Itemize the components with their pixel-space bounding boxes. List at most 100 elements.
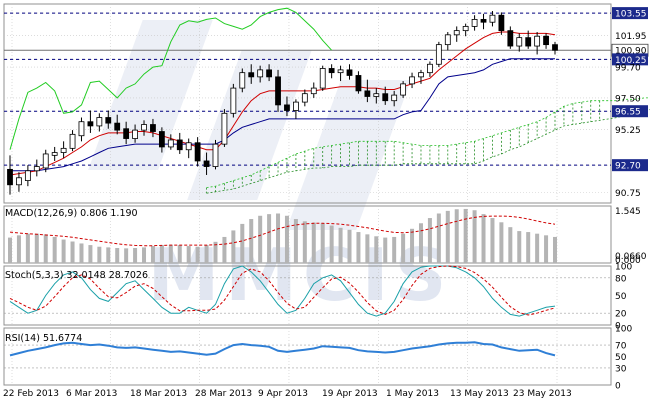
candle-body — [293, 101, 299, 111]
macd-histogram-bar — [267, 214, 272, 263]
candle-body — [150, 124, 156, 132]
macd-histogram-bar — [16, 235, 21, 263]
candle-body — [60, 147, 67, 153]
price-tick-label: 101.95 — [615, 32, 647, 42]
panel-frame-rsi — [3, 327, 612, 386]
panel-frames — [3, 3, 612, 386]
candle-body — [453, 30, 460, 36]
macd-histogram-bar — [34, 233, 39, 263]
macd-panel — [8, 208, 557, 263]
chikou-span — [9, 7, 332, 150]
senkou-span-a — [206, 97, 650, 188]
candle-body — [525, 37, 532, 47]
candle-body — [158, 131, 165, 148]
date-tick-label: 19 Apr 2013 — [322, 389, 378, 399]
macd-histogram-bar — [70, 241, 75, 263]
senkou-span-b — [206, 109, 650, 194]
candle-body — [239, 72, 246, 89]
macd-histogram-bar — [311, 222, 316, 263]
candle-body — [382, 93, 389, 102]
candle-body — [248, 72, 255, 78]
macd-histogram-bar — [338, 227, 343, 263]
macd-histogram-bar — [124, 248, 129, 263]
macd-histogram-bar — [43, 234, 48, 263]
stoch-tick-label: 20 — [615, 310, 627, 320]
macd-histogram-bar — [133, 248, 138, 263]
candle-body — [221, 112, 228, 145]
price-tick-label: 103.55 — [615, 10, 647, 20]
macd-histogram-bar — [320, 223, 325, 263]
watermark-bar — [88, 20, 213, 170]
rsi-tick-label: 0 — [615, 382, 621, 392]
date-tick-label: 9 Apr 2013 — [258, 389, 308, 399]
rsi-tick-label: 70 — [615, 342, 627, 352]
price-panel — [4, 7, 650, 195]
macd-histogram-bar — [106, 247, 111, 263]
macd-histogram-bar — [365, 234, 370, 263]
candle-body — [435, 44, 442, 65]
date-tick-label: 13 May 2013 — [450, 389, 509, 399]
candle-body — [337, 69, 344, 74]
panel-frame-main — [3, 3, 612, 204]
watermark-bar — [286, 80, 411, 230]
macd-histogram-bar — [535, 233, 540, 263]
macd-histogram-bar — [258, 215, 263, 263]
macd-histogram-bar — [392, 236, 397, 263]
macd-histogram-bar — [472, 210, 477, 263]
candle-body — [185, 142, 192, 151]
price-tick-label: 96.55 — [615, 108, 641, 118]
macd-histogram-bar — [142, 247, 147, 263]
candle-body — [96, 117, 103, 127]
candle-body — [69, 133, 76, 149]
panel-frame-stoch — [3, 265, 612, 326]
candle-body — [364, 90, 371, 97]
macd-tick-label: 1.545 — [615, 207, 641, 217]
macd-histogram-bar — [544, 235, 549, 263]
candle-body — [87, 121, 94, 127]
candle-body — [471, 19, 478, 27]
stoch-tick-label: 80 — [615, 274, 627, 284]
macd-histogram-bar — [526, 232, 531, 263]
macd-histogram-bar — [240, 223, 245, 263]
candle-body — [516, 37, 523, 47]
candle-body — [480, 19, 487, 23]
price-tick-label: 100.25 — [615, 56, 647, 66]
stoch-k-line — [9, 265, 556, 317]
date-tick-label: 28 Mar 2013 — [195, 389, 252, 399]
candle-body — [373, 93, 380, 97]
candle-body — [328, 68, 335, 74]
price-tick-label: 97.50 — [615, 94, 641, 104]
macd-histogram-bar — [356, 232, 361, 263]
macd-histogram-bar — [427, 218, 432, 263]
macd-histogram-bar — [284, 215, 289, 263]
price-tick-label: 92.70 — [615, 162, 641, 172]
stoch-title: Stoch(5,3,3) 32.0148 28.7026 — [5, 270, 148, 281]
candle-body — [409, 76, 415, 85]
macd-tick-label: 0.0660 — [615, 252, 647, 262]
candle-body — [418, 72, 424, 78]
tenkan-sen-line — [9, 31, 556, 176]
level-label-box — [612, 53, 648, 66]
candle-body — [176, 139, 183, 151]
macd-histogram-bar — [150, 246, 155, 263]
macd-histogram-bar — [517, 231, 522, 263]
macd-histogram-bar — [293, 219, 298, 263]
candle-body — [284, 104, 290, 111]
candle-body — [552, 44, 558, 51]
macd-histogram-bar — [454, 209, 459, 263]
candle-body — [346, 69, 353, 76]
macd-histogram-bar — [508, 227, 513, 263]
macd-histogram-bar — [374, 236, 379, 263]
macd-histogram-bar — [213, 241, 218, 263]
candle-body — [462, 26, 469, 32]
macd-histogram-bar — [383, 237, 388, 263]
macd-histogram-bar — [410, 228, 415, 263]
macd-histogram-bar — [61, 239, 66, 263]
macd-tick-label: 0.000 — [615, 256, 641, 266]
macd-histogram-bar — [436, 213, 441, 263]
macd-histogram-bar — [8, 237, 12, 263]
candle-body — [489, 14, 496, 23]
macd-histogram-bar — [249, 219, 254, 263]
macd-histogram-bar — [347, 229, 352, 263]
